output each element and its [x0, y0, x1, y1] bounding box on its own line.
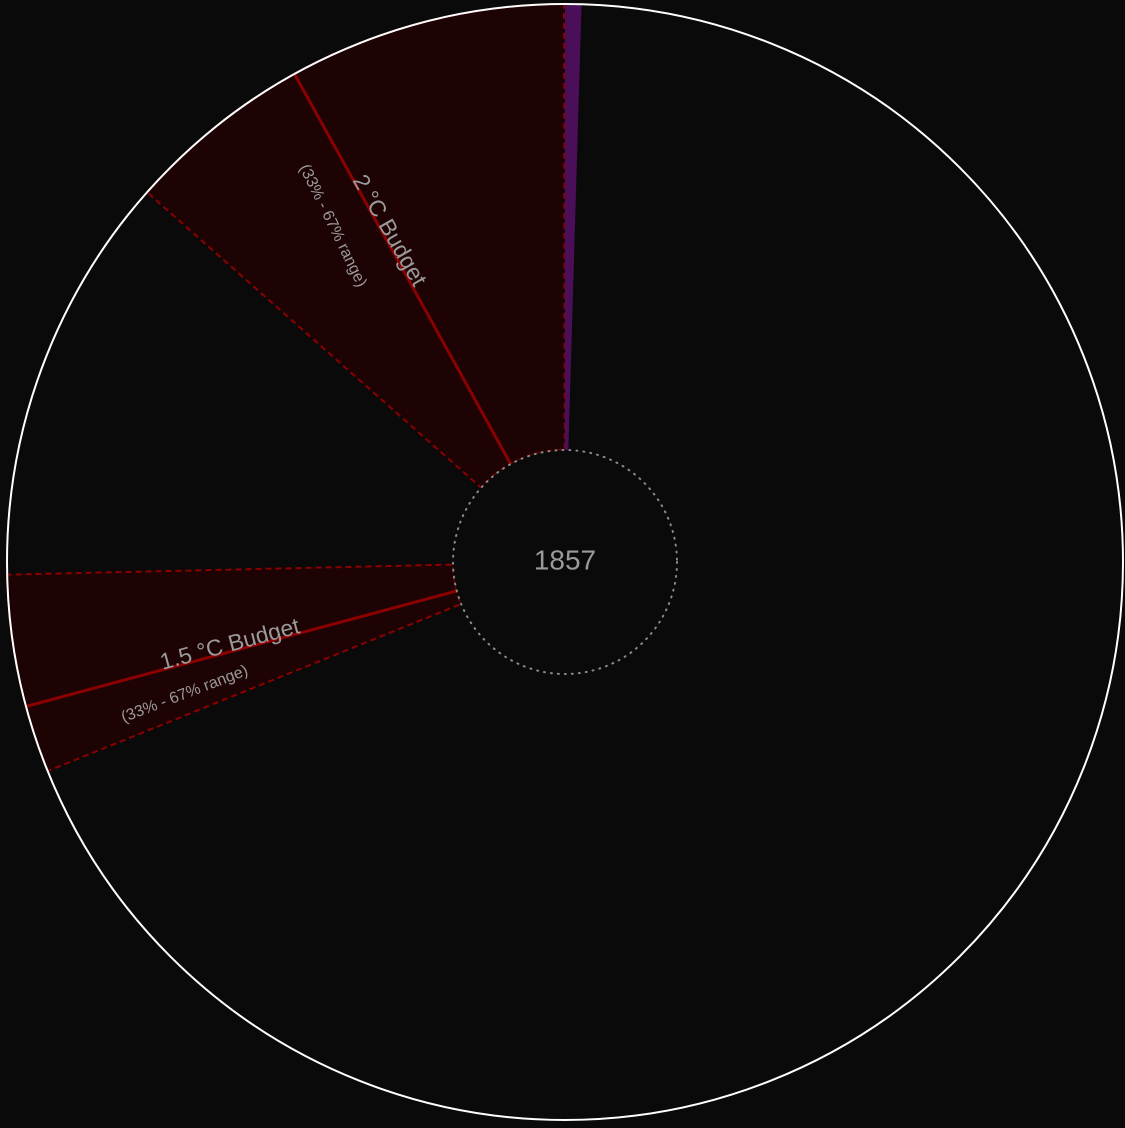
budget-wedges — [6, 2, 566, 773]
data-slices — [565, 4, 582, 451]
center-year-label: 1857 — [534, 544, 596, 575]
budget-central-line-0 — [25, 589, 458, 708]
pie-slice-0 — [565, 4, 582, 451]
inner-dotted-circle — [452, 449, 678, 675]
outer-circle — [6, 3, 1124, 1121]
budget-central-line-1 — [293, 73, 513, 465]
